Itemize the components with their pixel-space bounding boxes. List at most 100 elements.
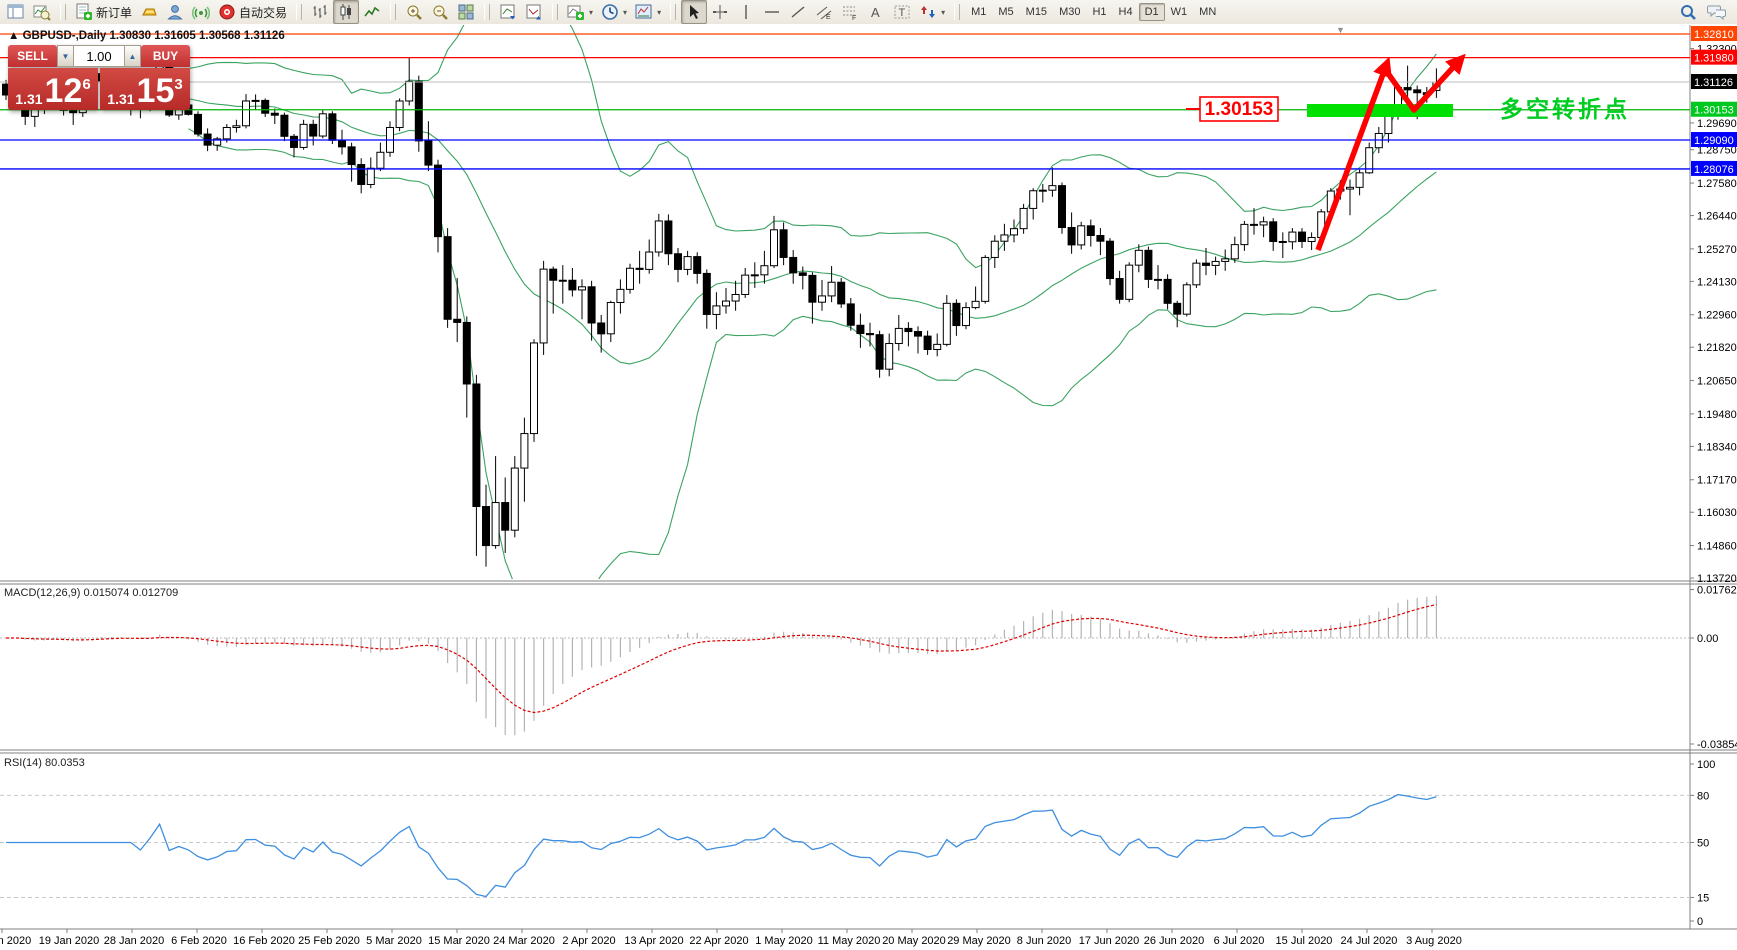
toolbar-grip xyxy=(296,4,303,20)
line-chart-icon xyxy=(364,6,380,17)
price-tick-label: 1.13720 xyxy=(1697,573,1737,585)
price-tick-label: 1.19480 xyxy=(1697,409,1737,421)
price-badge-1.31980 xyxy=(1691,49,1737,65)
time-tick-label: 9 Jan 2020 xyxy=(0,935,31,947)
price-axis: 1.323001.296901.287501.275801.264401.252… xyxy=(1690,26,1737,928)
indicator-window-alt-button[interactable] xyxy=(521,0,547,24)
support-zone-rectangle xyxy=(1307,104,1453,117)
timeframe-button-mn[interactable]: MN xyxy=(1199,6,1217,18)
sell-button[interactable]: SELL xyxy=(8,45,57,67)
dropdown-caret-icon[interactable]: ▾ xyxy=(589,7,594,17)
arrows-tool-icon xyxy=(921,6,936,18)
toolbar-group-indwindows xyxy=(492,0,550,24)
one-click-trading-panel: SELL ▼ 1.00 ▲ BUY 1.31 12 6 1.31 15 3 xyxy=(8,45,190,110)
timeframe-button-d1[interactable]: D1 xyxy=(1138,3,1165,21)
bar-chart-button[interactable] xyxy=(307,0,333,24)
sell-price-big: 12 xyxy=(44,72,83,111)
dropdown-caret-icon[interactable]: ▾ xyxy=(657,7,662,17)
volume-decrease-button[interactable]: ▼ xyxy=(57,45,74,67)
vertical-line-button[interactable] xyxy=(733,0,759,24)
chat-icon[interactable] xyxy=(1707,3,1727,21)
toolbar-right xyxy=(1679,3,1737,21)
signal-button[interactable] xyxy=(188,0,214,24)
equidistant-channel-icon: E xyxy=(816,6,832,21)
toolbar-grip xyxy=(60,4,66,20)
fibonacci-icon: F xyxy=(843,6,856,21)
text-button[interactable]: A xyxy=(863,0,889,24)
volume-input[interactable]: 1.00 xyxy=(74,45,124,67)
tile-windows-icon xyxy=(458,4,474,20)
svg-text:E: E xyxy=(826,14,831,21)
market-watch-button[interactable] xyxy=(29,0,55,24)
channel-button[interactable]: E xyxy=(811,0,837,24)
toolbar-grip xyxy=(954,4,961,20)
timeframe-button-m5[interactable]: M5 xyxy=(998,6,1014,18)
toolbar-grip xyxy=(484,4,491,20)
symbol-ohlc-label: ▲ GBPUSD-,Daily 1.30830 1.31605 1.30568 … xyxy=(8,30,285,42)
price-badge-text: 1.28076 xyxy=(1694,164,1734,176)
candlestick-chart-button[interactable] xyxy=(333,0,360,24)
indicator-window-button[interactable] xyxy=(495,0,521,24)
time-tick-label: 19 Jan 2020 xyxy=(39,935,100,947)
add-indicator-button[interactable]: ▾ xyxy=(563,0,597,24)
buy-price-panel[interactable]: 1.31 15 3 xyxy=(100,68,190,110)
panel-frames xyxy=(0,24,1737,950)
fibonacci-button[interactable]: F xyxy=(837,0,863,24)
time-tick-label: 22 Apr 2020 xyxy=(689,935,748,947)
market-watch-icon xyxy=(33,5,51,21)
trendline-button[interactable] xyxy=(785,0,811,24)
price-annotation-text: 1.30153 xyxy=(1205,99,1274,120)
toolbar: 新订单 自动交易 xyxy=(0,0,1737,25)
rsi-axis-label: 50 xyxy=(1697,838,1709,850)
profile-button[interactable] xyxy=(162,0,188,24)
crosshair-icon xyxy=(713,5,728,19)
cursor-button[interactable] xyxy=(681,0,708,24)
line-chart-button[interactable] xyxy=(359,0,385,24)
price-tick-label: 1.20650 xyxy=(1697,376,1737,388)
dropdown-caret-icon[interactable]: ▾ xyxy=(623,7,628,17)
zoom-in-button[interactable] xyxy=(401,0,427,24)
rsi-axis-label: 100 xyxy=(1697,759,1715,771)
price-tick-label: 1.27580 xyxy=(1697,178,1737,190)
chart-canvas[interactable]: 1.30153 多空转折点 ▲ GBPUSD-,Daily 1.30830 1.31… xyxy=(0,24,1737,950)
time-tick-label: 11 May 2020 xyxy=(818,935,881,947)
zoom-out-button[interactable] xyxy=(427,0,453,24)
timeframe-button-h4[interactable]: H4 xyxy=(1118,6,1133,18)
autotrade-button[interactable]: 自动交易 xyxy=(214,0,291,24)
macd-label: MACD(12,26,9) 0.015074 0.012709 xyxy=(4,587,178,599)
text-label-button[interactable]: T xyxy=(889,0,915,24)
timeframe-button-m30[interactable]: M30 xyxy=(1059,6,1081,18)
text-label-icon: T xyxy=(894,5,910,19)
indicator-window-icon xyxy=(500,4,516,20)
timeframe-button-w1[interactable]: W1 xyxy=(1170,6,1188,18)
horizontal-line-button[interactable] xyxy=(759,0,785,24)
chart-window-button[interactable] xyxy=(3,0,29,24)
period-button[interactable]: ▾ xyxy=(597,0,631,24)
template-button[interactable]: ▾ xyxy=(631,0,665,24)
svg-text:T: T xyxy=(899,7,906,19)
arrows-tool-button[interactable]: ▾ xyxy=(915,0,949,24)
price-tick-label: 1.18340 xyxy=(1697,441,1737,453)
price-badge-text: 1.31126 xyxy=(1694,77,1733,89)
toolbar-group-objects: ▾ ▾ ▾ xyxy=(560,0,668,24)
buy-button[interactable]: BUY xyxy=(141,45,190,67)
timeframe-button-m1[interactable]: M1 xyxy=(971,6,987,18)
toolbar-group-windows xyxy=(0,0,58,24)
time-tick-label: 17 Jun 2020 xyxy=(1079,935,1140,947)
time-tick-label: 16 Feb 2020 xyxy=(233,935,295,947)
volume-increase-button[interactable]: ▲ xyxy=(124,45,141,67)
time-tick-label: 6 Feb 2020 xyxy=(171,935,227,947)
cn-annotation-text: 多空转折点 xyxy=(1500,96,1630,122)
dropdown-caret-icon[interactable]: ▾ xyxy=(941,7,946,17)
timeframe-button-m15[interactable]: M15 xyxy=(1025,6,1048,18)
gold-button[interactable] xyxy=(136,0,162,24)
crosshair-button[interactable] xyxy=(707,0,733,24)
new-order-button[interactable]: 新订单 xyxy=(71,0,136,24)
sell-price-panel[interactable]: 1.31 12 6 xyxy=(8,68,98,110)
timeframe-button-h1[interactable]: H1 xyxy=(1092,6,1107,18)
price-badge-1.29090 xyxy=(1691,132,1737,148)
price-annotation-box xyxy=(1199,96,1279,122)
search-icon[interactable] xyxy=(1679,3,1697,21)
tile-windows-button[interactable] xyxy=(453,0,479,24)
